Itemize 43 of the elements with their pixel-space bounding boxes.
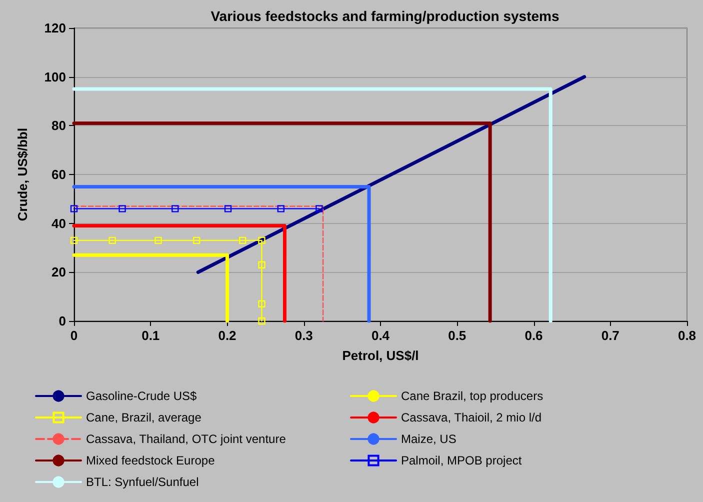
legend-label: Cassava, Thailand, OTC joint venture [86, 432, 286, 446]
point [258, 236, 266, 244]
legend-label: Palmoil, MPOB project [401, 454, 522, 468]
x-tick-label: 0.8 [678, 328, 696, 343]
x-tick-label: 0 [70, 328, 78, 343]
y-tick-label: 120 [44, 20, 66, 36]
x-tick-label: 0.2 [218, 328, 236, 343]
x-tick-label: 0.3 [294, 328, 313, 343]
point [118, 205, 126, 212]
x-tick-label: 0.4 [371, 328, 390, 343]
point [316, 205, 323, 212]
point [277, 205, 284, 212]
legend-label: Cassava, Thaioil, 2 mio l/d [401, 410, 542, 424]
y-tick-label: 0 [58, 314, 66, 328]
x-tick-label: 0.6 [524, 328, 543, 343]
y-tick-label: 40 [52, 216, 66, 231]
point [224, 205, 232, 212]
point [108, 236, 116, 244]
point [70, 205, 78, 212]
legend-label: Cane, Brazil, average [86, 410, 202, 424]
point [258, 317, 266, 325]
y-axis-title: Crude, US$/bbl [15, 128, 30, 222]
x-tick-label: 0.5 [448, 328, 466, 343]
legend-label: BTL: Synfuel/Sunfuel [86, 475, 199, 489]
point [258, 300, 266, 308]
legend-label: Cane Brazil, top producers [401, 389, 544, 403]
legend-label: Gasoline-Crude US$ [86, 389, 198, 403]
point [70, 236, 78, 244]
y-tick-label: 20 [52, 264, 66, 280]
point [154, 236, 162, 244]
chart-title: Various feedstocks and farming/production systems [210, 8, 560, 24]
legend-label: Mixed feedstock Europe [86, 454, 216, 468]
x-tick-label: 0.1 [142, 328, 160, 343]
y-tick-label: 60 [52, 167, 66, 182]
point [258, 261, 266, 268]
x-axis-title: Petrol, US$/l [342, 348, 419, 363]
y-tick-label: 80 [52, 118, 66, 134]
legend-label: Maize, US [401, 432, 456, 446]
x-tick-label: 0.7 [601, 328, 620, 343]
y-tick-label: 100 [44, 69, 66, 84]
point [193, 236, 200, 244]
point [238, 236, 246, 244]
point [172, 205, 179, 212]
